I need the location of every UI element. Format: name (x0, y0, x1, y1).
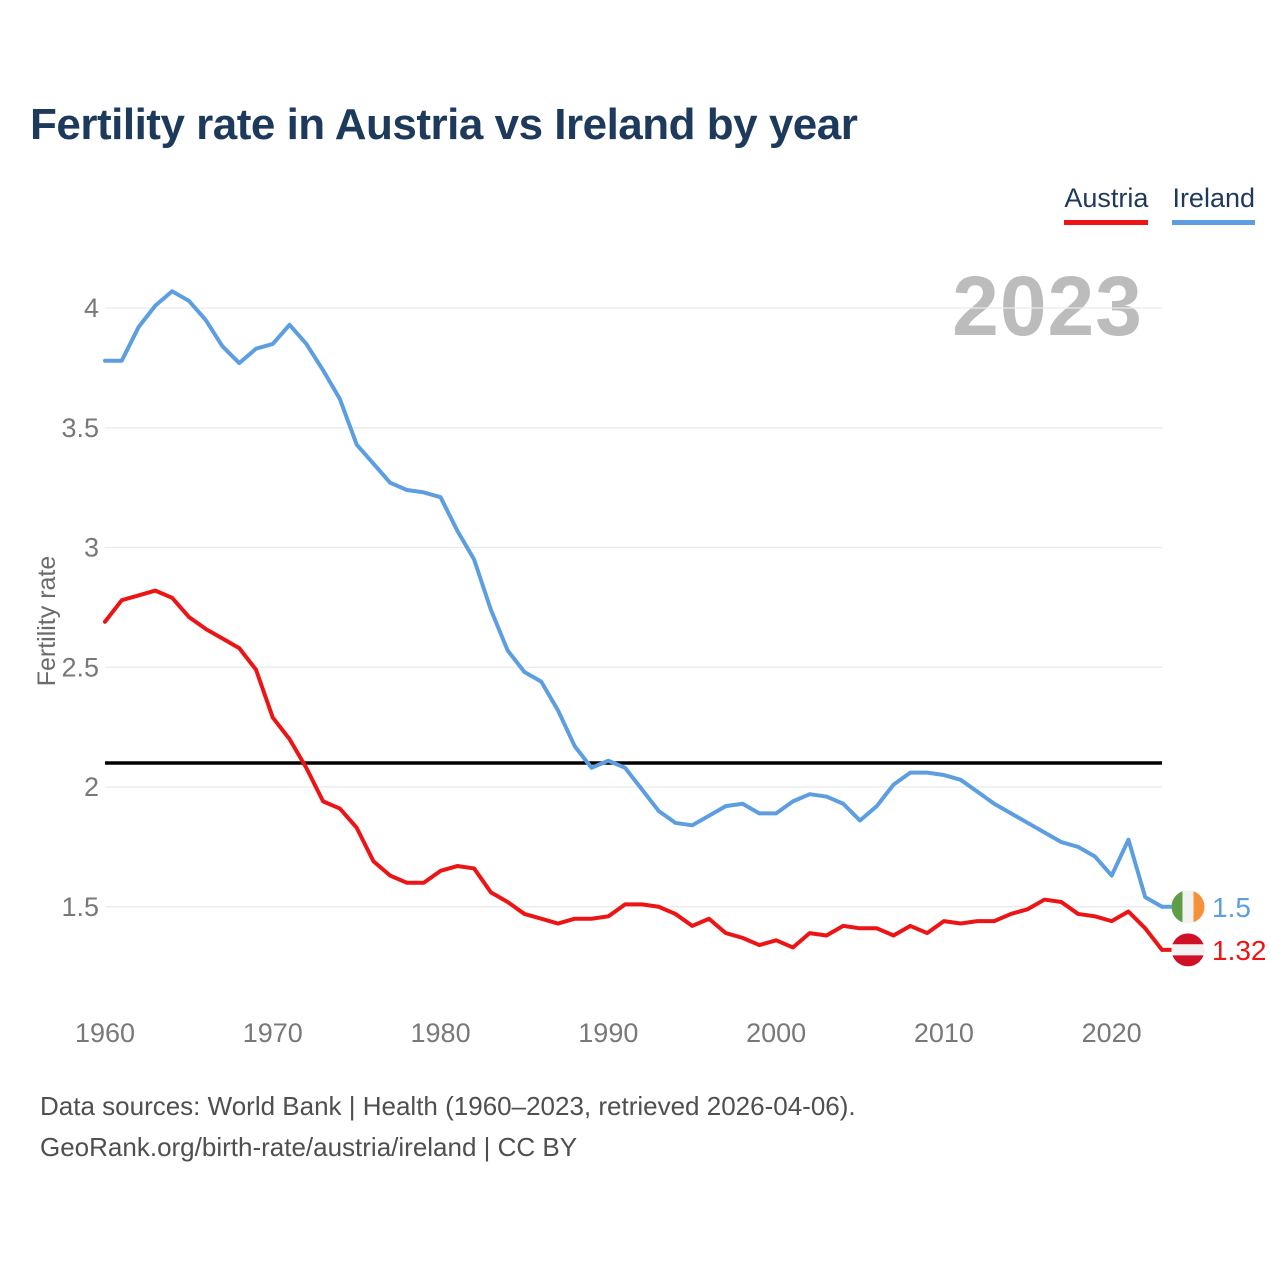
legend-item-ireland[interactable]: Ireland (1172, 183, 1255, 225)
end-value-label-austria: 1.32 (1212, 935, 1267, 966)
flag-stripe (1171, 955, 1205, 967)
x-tick-label: 2010 (914, 1018, 974, 1048)
flag-stripe (1171, 944, 1205, 956)
y-tick-label: 2 (84, 772, 99, 802)
austria-flag-icon (1171, 933, 1205, 967)
x-tick-label: 2000 (746, 1018, 806, 1048)
series-line-ireland (103, 289, 1164, 909)
series-line-austria (103, 588, 1164, 952)
legend-label-austria: Austria (1064, 183, 1149, 213)
footer-attribution: GeoRank.org/birth-rate/austria/ireland |… (40, 1132, 578, 1162)
page-title: Fertility rate in Austria vs Ireland by … (30, 100, 858, 149)
flag-stripe (1171, 890, 1183, 924)
y-tick-label: 4 (84, 293, 99, 323)
y-tick-label: 3.5 (61, 413, 99, 443)
year-watermark: 2023 (952, 259, 1143, 353)
footer-data-sources: Data sources: World Bank | Health (1960–… (40, 1091, 856, 1121)
x-tick-label: 2020 (1082, 1018, 1142, 1048)
footer: Data sources: World Bank | Health (1960–… (40, 1086, 856, 1168)
flag-stripe (1182, 890, 1194, 924)
y-tick-label: 2.5 (61, 652, 99, 682)
legend: Austria Ireland (1064, 183, 1255, 225)
y-tick-label: 1.5 (61, 892, 99, 922)
end-value-label-ireland: 1.5 (1212, 892, 1251, 923)
flag-stripe (1171, 933, 1205, 945)
fertility-line-chart: Fertility rate 1.5 2 2.5 3 3.5 4 1960 1970 1980 1… (33, 289, 1267, 1048)
ireland-flag-icon (1171, 890, 1205, 924)
y-axis-title: Fertility rate (33, 556, 61, 687)
x-tick-label: 1990 (578, 1018, 638, 1048)
y-tick-label: 3 (84, 533, 99, 563)
x-tick-label: 1980 (411, 1018, 471, 1048)
x-tick-label: 1970 (243, 1018, 303, 1048)
legend-item-austria[interactable]: Austria (1064, 183, 1149, 225)
legend-label-ireland: Ireland (1172, 183, 1255, 213)
x-tick-label: 1960 (75, 1018, 135, 1048)
flag-stripe (1193, 890, 1205, 924)
